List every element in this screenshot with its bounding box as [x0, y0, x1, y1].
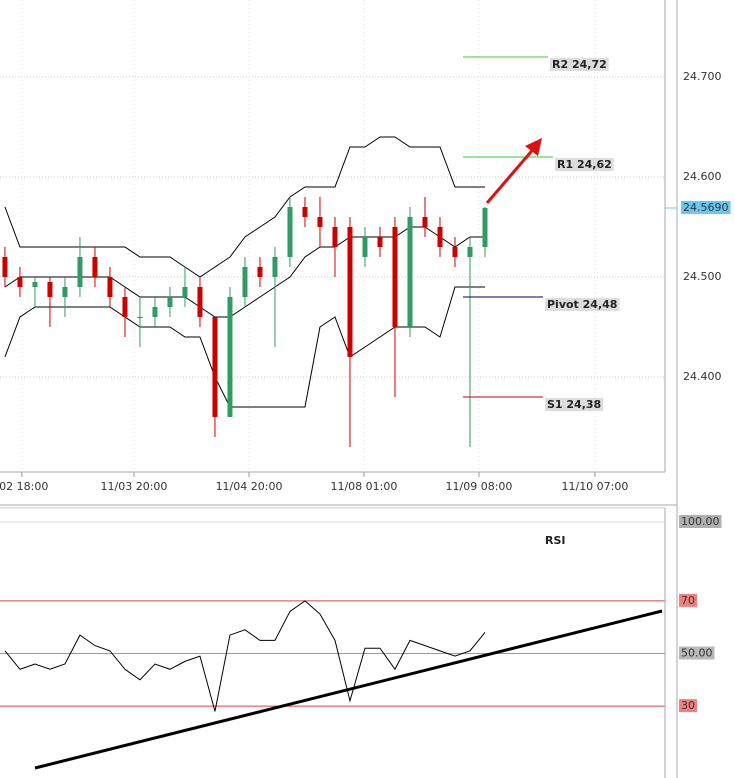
pivot-label-bg	[545, 298, 620, 311]
y-tick-label: 30	[681, 699, 695, 712]
price-panel: 24.400 24.500 24.600 24.700/02 18:00 11/03 2…	[0, 0, 731, 493]
candle-body	[212, 317, 218, 417]
rsi-line	[4, 600, 486, 712]
candle-body	[47, 282, 53, 297]
arrow	[485, 145, 538, 204]
arrow-head	[525, 138, 542, 156]
y-tick-label: 24.500	[683, 270, 722, 283]
candle-body	[137, 317, 143, 318]
pivot-label: R1 24,62	[557, 158, 612, 171]
candle-body	[242, 267, 248, 297]
x-tick-label: 11/03 20:00	[101, 480, 168, 493]
x-tick-label: /02 18:00	[0, 480, 48, 493]
y-tick-label-bg	[679, 646, 715, 660]
candle-body	[257, 267, 263, 277]
y-tick-label: 70	[681, 594, 695, 607]
candle-body	[92, 257, 98, 277]
pivot-label-bg	[550, 58, 609, 71]
pivot-label: Pivot 24,48	[547, 298, 617, 311]
y-tick-label: 24.600	[683, 170, 722, 183]
candle-body	[107, 277, 113, 297]
candle-body	[182, 287, 188, 297]
candle-body	[407, 217, 413, 327]
candle-body	[437, 227, 443, 247]
candle-body	[272, 257, 278, 277]
y-tick-label-bg	[679, 593, 697, 607]
x-tick-label: 11/09 08:00	[446, 480, 513, 493]
candle-body	[467, 247, 473, 257]
pivot-label: R2 24,72	[552, 58, 607, 71]
y-tick-label: 100.00	[681, 515, 720, 528]
candle-body	[332, 227, 338, 247]
candle-body	[77, 257, 83, 287]
candle-body	[362, 237, 368, 257]
pivot-label-bg	[555, 158, 614, 171]
y-tick-label-bg	[679, 699, 697, 713]
candle-body	[167, 297, 173, 307]
pivot-label: S1 24,38	[547, 398, 601, 411]
candle-body	[317, 217, 323, 227]
x-tick-label: 11/08 01:00	[330, 480, 397, 493]
candle-body	[287, 207, 293, 257]
rsi-panel: 30 50.00 70 100.00	[0, 515, 722, 713]
candle-body	[302, 207, 308, 217]
y-tick-label: 24.700	[683, 70, 722, 83]
y-tick-label: 50.00	[681, 647, 713, 660]
candle-body	[17, 277, 23, 287]
candle-body	[422, 217, 428, 227]
candle-body	[392, 227, 398, 327]
band-line	[4, 136, 485, 278]
candle-body	[32, 282, 38, 287]
candle-body	[2, 257, 8, 277]
candle-body	[197, 287, 203, 317]
last-price-label: 24.5690	[683, 201, 729, 214]
candle-body	[347, 227, 353, 357]
last-price-bg	[681, 201, 731, 214]
x-tick-label: 11/04 20:00	[216, 480, 283, 493]
rsi-title: RSI	[545, 534, 566, 547]
candle-body	[227, 297, 233, 417]
candle-body	[62, 287, 68, 297]
candle-body	[122, 297, 128, 317]
trend-line	[34, 609, 663, 770]
pivot-label-bg	[545, 398, 604, 411]
candle-body	[482, 208, 488, 247]
band-line	[4, 286, 485, 408]
candle-body	[452, 247, 458, 257]
candle-body	[377, 237, 383, 247]
y-tick-label: 24.400	[683, 370, 722, 383]
y-tick-label-bg	[679, 515, 722, 528]
candle-body	[152, 307, 158, 317]
x-tick-label: 11/10 07:00	[561, 480, 628, 493]
